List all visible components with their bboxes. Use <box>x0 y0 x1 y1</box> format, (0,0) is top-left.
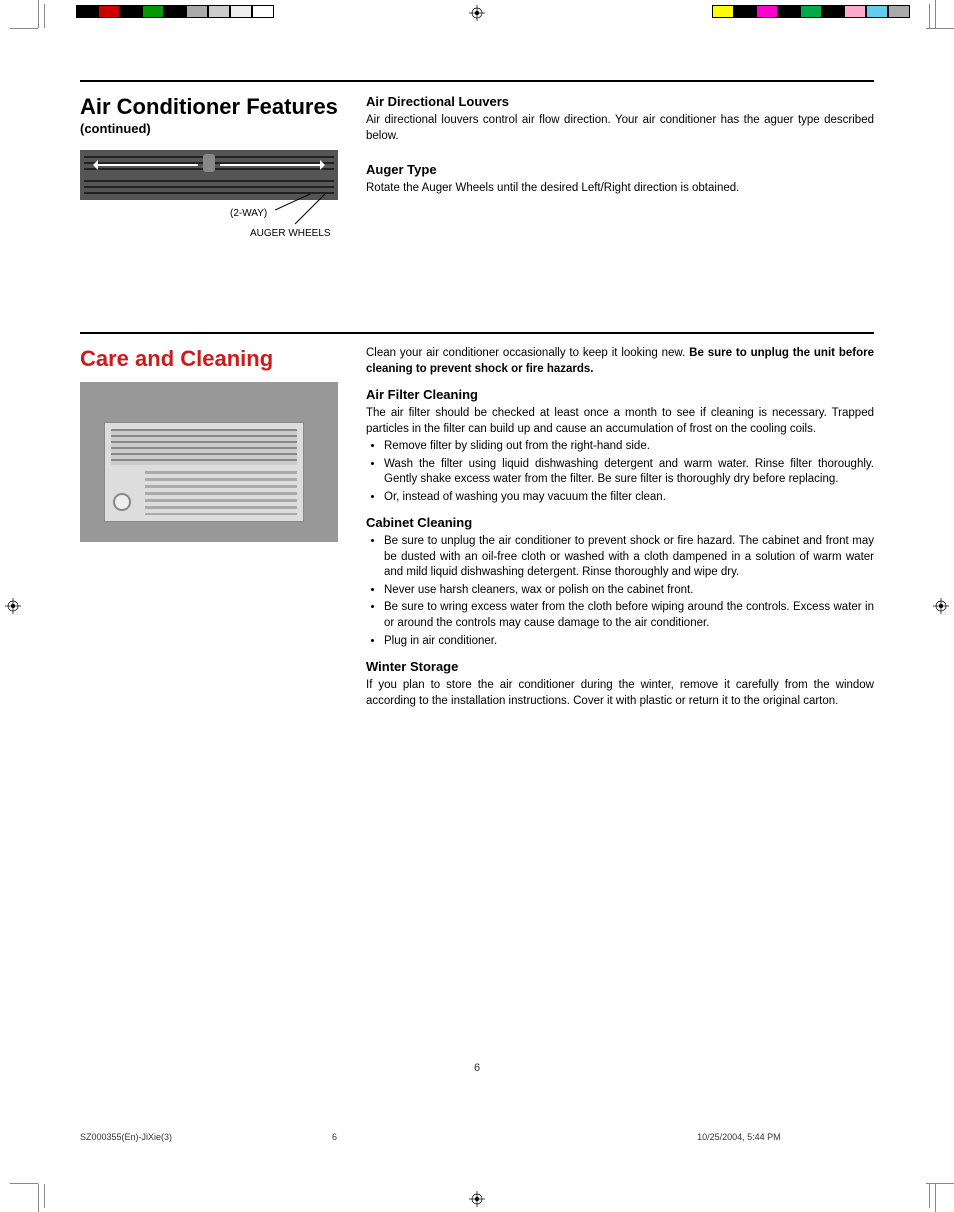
cabinet-bullets: Be sure to unplug the air conditioner to… <box>366 534 874 649</box>
text-intro: Clean your air conditioner occasionally … <box>366 346 874 377</box>
section-rule <box>80 332 874 334</box>
crop-mark <box>920 1178 954 1212</box>
crop-mark <box>920 0 954 34</box>
list-item: Or, instead of washing you may vacuum th… <box>384 490 874 506</box>
section-title: Care and Cleaning <box>80 346 338 371</box>
text-filter: The air filter should be checked at leas… <box>366 406 874 437</box>
intro-normal: Clean your air conditioner occasionally … <box>366 347 689 359</box>
page-content: Air Conditioner Features (continued) <box>60 50 894 1162</box>
registration-mark-bottom <box>469 1191 485 1207</box>
heading-filter: Air Filter Cleaning <box>366 387 874 402</box>
registration-mark-left <box>5 598 21 614</box>
figure-label-2way: (2-WAY) <box>230 208 267 219</box>
page-number: 6 <box>80 1062 874 1074</box>
list-item: Wash the filter using liquid dishwashing… <box>384 457 874 488</box>
text-louvers: Air directional louvers control air flow… <box>366 113 874 144</box>
color-bar-left <box>76 5 274 18</box>
section-features: Air Conditioner Features (continued) <box>80 94 874 250</box>
heading-louvers: Air Directional Louvers <box>366 94 874 109</box>
section-title: Air Conditioner Features <box>80 94 338 119</box>
continued-label: (continued) <box>80 121 338 136</box>
crop-mark <box>10 0 44 34</box>
color-bar-right <box>712 5 910 18</box>
crop-mark <box>10 1178 44 1212</box>
ac-photo <box>80 382 338 542</box>
text-winter: If you plan to store the air conditioner… <box>366 678 874 709</box>
footer-doc-id: SZ000355(En)-JiXie(3) <box>80 1132 172 1142</box>
registration-mark-top <box>469 5 485 21</box>
louver-figure: (2-WAY) AUGER WHEELS <box>80 150 338 250</box>
section-rule <box>80 80 874 82</box>
heading-winter: Winter Storage <box>366 659 874 674</box>
list-item: Be sure to unplug the air conditioner to… <box>384 534 874 581</box>
registration-mark-right <box>933 598 949 614</box>
heading-auger: Auger Type <box>366 162 874 177</box>
text-auger: Rotate the Auger Wheels until the desire… <box>366 181 874 197</box>
list-item: Never use harsh cleaners, wax or polish … <box>384 583 874 599</box>
page-footer: 6 SZ000355(En)-JiXie(3) 6 10/25/2004, 5:… <box>80 1062 874 1142</box>
filter-bullets: Remove filter by sliding out from the ri… <box>366 439 874 505</box>
figure-label-auger: AUGER WHEELS <box>250 228 331 239</box>
list-item: Remove filter by sliding out from the ri… <box>384 439 874 455</box>
section-care: Care and Cleaning Clean your air conditi… <box>80 346 874 719</box>
heading-cabinet: Cabinet Cleaning <box>366 515 874 530</box>
footer-timestamp: 10/25/2004, 5:44 PM <box>697 1132 781 1142</box>
list-item: Be sure to wring excess water from the c… <box>384 600 874 631</box>
list-item: Plug in air conditioner. <box>384 634 874 650</box>
footer-sheet: 6 <box>332 1132 337 1142</box>
